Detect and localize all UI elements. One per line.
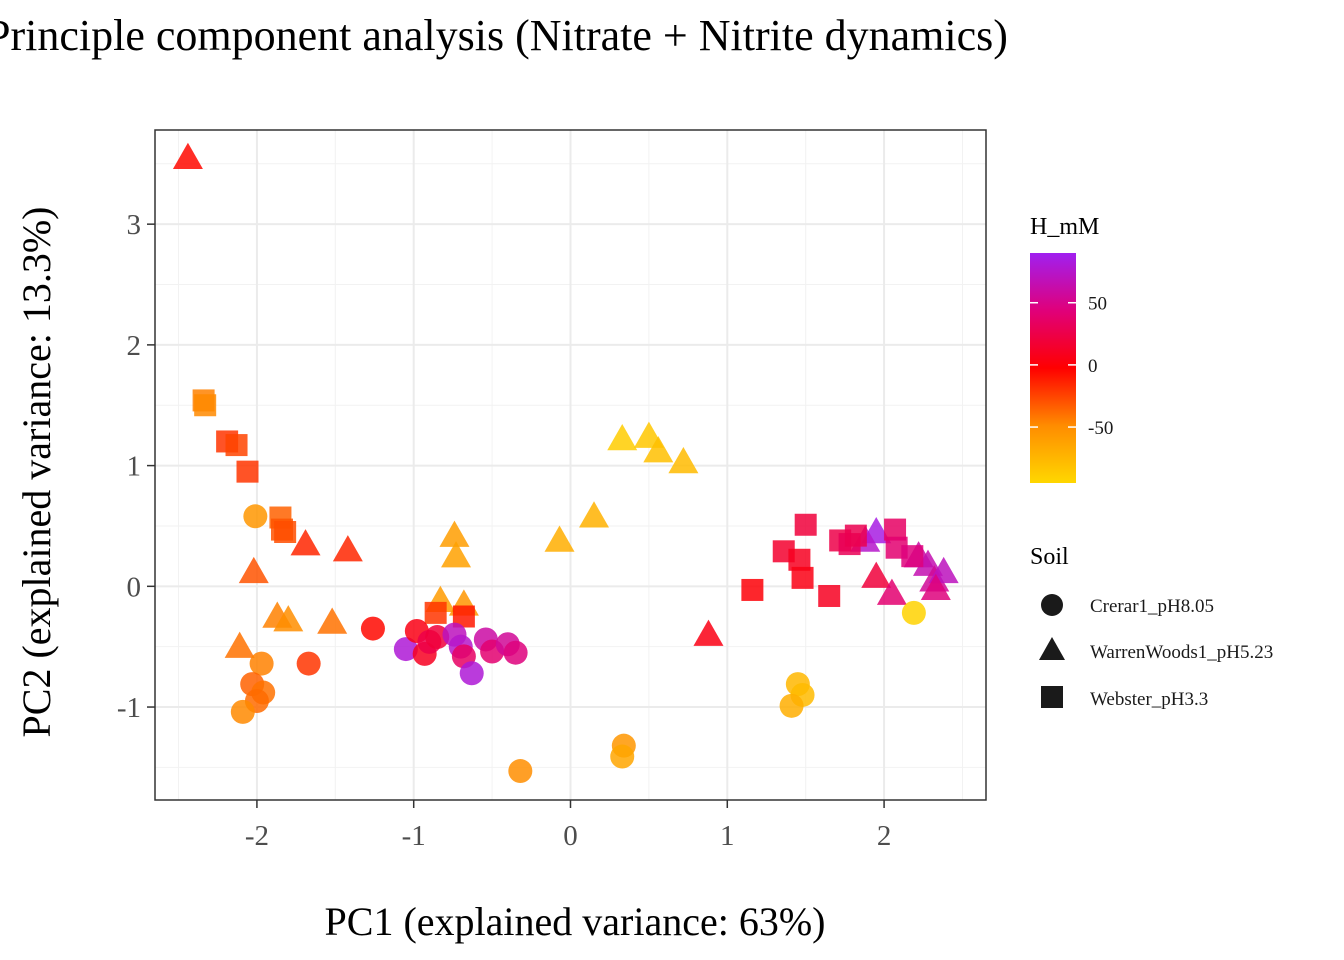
color-legend-title: H_mM <box>1030 214 1099 240</box>
point-warrenwoods <box>290 529 321 556</box>
point-webster <box>844 524 867 547</box>
point-warrenwoods <box>693 619 724 646</box>
point-warrenwoods <box>643 436 674 463</box>
point-warrenwoods <box>607 424 638 451</box>
point-webster <box>794 513 817 536</box>
grid-lines <box>155 130 986 800</box>
color-bar-tick-label: 50 <box>1088 294 1107 315</box>
point-warrenwoods <box>439 520 470 547</box>
point-warrenwoods <box>668 446 699 474</box>
point-webster <box>791 566 814 589</box>
point-warrenwoods <box>332 535 363 562</box>
y-tick-label: 3 <box>127 209 142 241</box>
color-legend-ticks: 50 0 -50 <box>1030 294 1113 439</box>
point-crerar <box>360 616 385 641</box>
legend-circle-icon <box>1041 594 1063 616</box>
y-tick-label: 2 <box>127 330 142 362</box>
point-crerar <box>610 744 635 769</box>
point-webster <box>274 521 297 543</box>
point-warrenwoods <box>876 578 907 605</box>
color-bar-tick-label: -50 <box>1088 418 1113 439</box>
point-warrenwoods <box>861 561 892 588</box>
x-tick-label: -1 <box>402 820 426 852</box>
point-crerar <box>901 600 926 625</box>
y-tick-label: 1 <box>127 451 142 483</box>
point-crerar <box>393 637 418 662</box>
point-crerar <box>249 651 274 676</box>
point-crerar <box>243 504 268 529</box>
x-tick-label: 0 <box>563 820 578 852</box>
point-warrenwoods <box>579 501 610 528</box>
y-axis-title: PC2 (explained variance: 13.3%) <box>14 207 59 738</box>
point-crerar <box>779 693 804 718</box>
point-warrenwoods <box>224 631 255 658</box>
point-warrenwoods <box>172 142 203 170</box>
point-crerar <box>230 699 255 724</box>
color-legend: H_mM 50 0 -50 <box>1030 214 1113 483</box>
point-warrenwoods <box>920 573 951 600</box>
x-tick-label: -2 <box>245 820 269 852</box>
point-warrenwoods <box>441 541 472 568</box>
y-tick-label: -1 <box>117 692 141 724</box>
color-bar-tick-label: 0 <box>1088 356 1098 377</box>
point-webster <box>884 518 907 541</box>
shape-legend-title: Soil <box>1030 544 1069 570</box>
y-tick-label: 0 <box>127 571 142 603</box>
point-webster <box>194 394 217 417</box>
x-tick-label: 2 <box>877 820 892 852</box>
point-warrenwoods <box>317 607 348 634</box>
legend-square-icon <box>1041 686 1063 708</box>
legend-label-webster: Webster_pH3.3 <box>1090 689 1208 710</box>
color-legend-bar <box>1030 253 1076 483</box>
x-axis-title: PC1 (explained variance: 63%) <box>325 899 826 944</box>
point-crerar <box>459 661 484 686</box>
point-warrenwoods <box>544 525 575 552</box>
shape-legend: Soil Crerar1_pH8.05 WarrenWoods1_pH5.23 … <box>1030 544 1273 710</box>
legend-label-warrenwoods: WarrenWoods1_pH5.23 <box>1090 642 1273 663</box>
point-webster <box>901 545 924 568</box>
point-warrenwoods <box>273 605 304 632</box>
point-webster <box>818 584 841 607</box>
point-webster <box>452 605 475 628</box>
x-tick-label: 1 <box>720 820 735 852</box>
point-crerar <box>296 651 321 676</box>
point-warrenwoods <box>238 556 269 584</box>
chart-title: Principle component analysis (Nitrate + … <box>0 11 1008 60</box>
point-webster <box>741 578 764 601</box>
point-crerar <box>508 759 533 784</box>
legend-label-crerar: Crerar1_pH8.05 <box>1090 596 1214 617</box>
point-webster <box>424 601 447 624</box>
point-crerar <box>503 640 528 665</box>
point-webster <box>788 548 811 571</box>
point-webster <box>236 460 259 483</box>
data-points <box>172 142 959 784</box>
axis-ticks: -2 -1 0 1 2 -1 0 1 2 3 <box>117 209 892 852</box>
legend-triangle-icon <box>1039 637 1065 660</box>
point-webster <box>225 434 248 457</box>
